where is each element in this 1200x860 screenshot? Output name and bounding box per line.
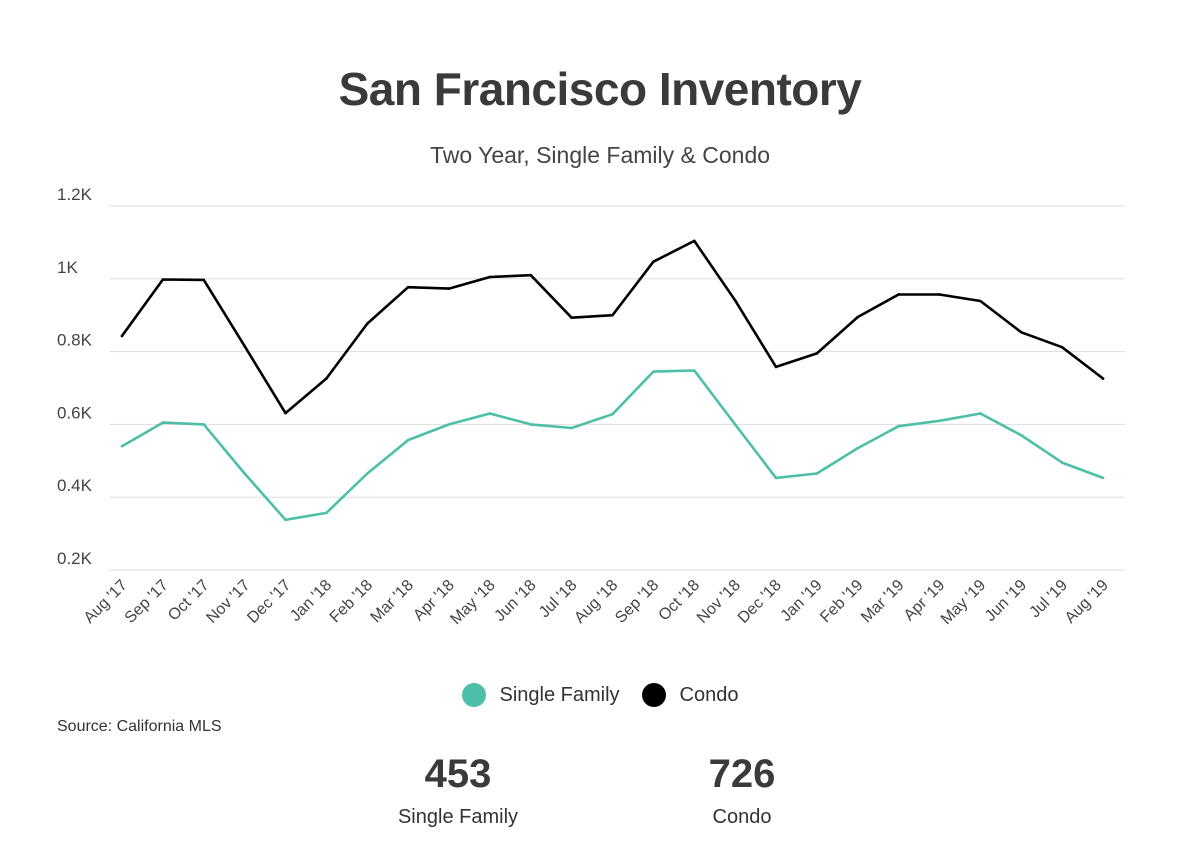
data-point-condo-sep-18 <box>652 260 655 263</box>
series-lines <box>120 239 1105 522</box>
data-point-single-family-jul-18 <box>570 426 573 430</box>
data-point-single-family-sep-17 <box>161 421 165 424</box>
chart-subtitle: Two Year, Single Family & Condo <box>429 142 771 168</box>
data-point-condo-oct-18 <box>692 239 696 243</box>
data-point-single-family-apr-19 <box>938 419 941 423</box>
data-point-single-family-jan-18 <box>325 511 328 515</box>
data-point-single-family-feb-18 <box>365 472 369 475</box>
data-point-condo-feb-19 <box>856 315 860 319</box>
x-tick-label-dec-17: Dec '17 <box>244 577 294 627</box>
data-point-condo-aug-19 <box>1101 377 1105 380</box>
data-point-single-family-apr-18 <box>447 423 451 426</box>
data-point-condo-sep-17 <box>161 278 165 281</box>
x-tick-label-feb-19: Feb '19 <box>817 577 866 626</box>
legend-label-condo: Condo <box>679 683 739 706</box>
x-tick-label-jan-19: Jan '19 <box>778 577 826 625</box>
stat-single-family: 453 Single Family <box>358 752 558 829</box>
x-tick-label-mar-18: Mar '18 <box>368 577 417 626</box>
legend-label-single-family: Single Family <box>499 683 620 706</box>
data-point-single-family-oct-18 <box>692 369 696 372</box>
data-point-condo-nov-17 <box>243 344 246 348</box>
x-tick-label-aug-17: Aug '17 <box>81 577 131 627</box>
data-point-condo-aug-17 <box>120 334 124 338</box>
data-point-condo-mar-19 <box>897 293 900 296</box>
x-tick-label-feb-18: Feb '18 <box>327 577 376 626</box>
data-point-single-family-feb-19 <box>856 446 860 450</box>
x-tick-label-nov-17: Nov '17 <box>203 577 253 627</box>
x-tick-label-sep-18: Sep '18 <box>612 577 662 627</box>
stat-value-single-family: 453 <box>424 752 492 796</box>
data-point-condo-apr-18 <box>447 287 451 290</box>
data-point-single-family-may-19 <box>979 412 982 415</box>
data-point-condo-dec-18 <box>774 365 778 369</box>
x-tick-label-jun-19: Jun '19 <box>982 577 1030 625</box>
x-tick-label-dec-18: Dec '18 <box>735 577 785 627</box>
x-tick-label-jun-18: Jun '18 <box>491 577 539 625</box>
data-point-condo-apr-19 <box>938 293 941 296</box>
y-tick-label-1-2k: 1.2K <box>57 185 93 204</box>
data-point-condo-jul-19 <box>1060 345 1064 349</box>
data-point-single-family-aug-19 <box>1101 476 1105 480</box>
data-point-condo-dec-17 <box>284 411 287 415</box>
data-point-single-family-jun-19 <box>1019 434 1023 437</box>
data-point-condo-may-19 <box>979 299 982 303</box>
y-axis-ticks: 0.2K 0.4K 0.6K 0.8K 1K 1.2K <box>57 185 93 568</box>
series-line-condo <box>120 239 1105 415</box>
legend-item-single-family[interactable]: Single Family <box>461 683 620 707</box>
data-point-single-family-mar-19 <box>897 424 900 428</box>
legend-item-condo[interactable]: Condo <box>641 683 739 707</box>
source-note: Source: California MLS <box>57 718 222 735</box>
y-tick-label-0-6k: 0.6K <box>57 403 93 422</box>
data-point-condo-jan-19 <box>815 352 819 355</box>
data-point-condo-aug-18 <box>611 313 614 317</box>
y-tick-label-0-4k: 0.4K <box>57 476 93 495</box>
data-point-single-family-dec-17 <box>284 518 287 522</box>
x-tick-label-mar-19: Mar '19 <box>858 577 907 626</box>
data-point-condo-may-18 <box>488 275 492 279</box>
y-tick-label-0-8k: 0.8K <box>57 331 93 350</box>
stat-condo: 726 Condo <box>642 752 842 829</box>
data-point-single-family-jun-18 <box>529 423 533 426</box>
data-point-condo-jul-18 <box>570 316 573 320</box>
data-point-single-family-may-18 <box>488 412 492 415</box>
x-tick-label-jan-18: Jan '18 <box>287 577 335 625</box>
data-point-condo-jun-19 <box>1019 331 1023 334</box>
data-point-single-family-aug-18 <box>611 412 614 416</box>
x-tick-label-aug-19: Aug '19 <box>1062 577 1112 627</box>
data-point-single-family-dec-18 <box>774 476 778 480</box>
data-point-single-family-nov-18 <box>733 423 737 426</box>
grid-lines <box>109 205 1125 571</box>
x-tick-label-may-19: May '19 <box>938 577 989 628</box>
data-point-condo-oct-17 <box>202 278 206 282</box>
data-point-single-family-jul-19 <box>1060 461 1064 464</box>
data-point-single-family-aug-17 <box>120 444 124 448</box>
stat-label-condo: Condo <box>712 806 772 828</box>
y-tick-label-0-2k: 0.2K <box>57 549 93 568</box>
legend-swatch-single-family <box>461 683 486 707</box>
y-tick-label-1k: 1K <box>57 258 78 277</box>
legend-swatch-condo <box>641 683 666 707</box>
data-point-condo-jan-18 <box>325 377 328 380</box>
x-tick-label-may-18: May '18 <box>447 577 498 628</box>
chart-legend: Single Family Condo <box>0 683 1200 707</box>
data-point-condo-feb-18 <box>365 322 369 325</box>
data-point-condo-nov-18 <box>733 298 737 302</box>
data-point-condo-jun-18 <box>529 273 533 277</box>
chart-title: San Francisco Inventory <box>338 63 862 115</box>
data-point-single-family-mar-18 <box>406 438 410 442</box>
x-tick-label-aug-18: Aug '18 <box>571 577 621 627</box>
x-tick-label-nov-18: Nov '18 <box>694 577 744 627</box>
data-point-single-family-sep-18 <box>652 370 655 373</box>
stat-value-condo: 726 <box>708 752 776 796</box>
data-point-condo-mar-18 <box>406 285 410 289</box>
data-point-single-family-jan-19 <box>815 472 819 475</box>
x-tick-label-sep-17: Sep '17 <box>122 577 172 627</box>
stat-label-single-family: Single Family <box>397 806 519 828</box>
data-point-single-family-nov-17 <box>243 472 246 475</box>
data-point-single-family-oct-17 <box>202 423 206 426</box>
